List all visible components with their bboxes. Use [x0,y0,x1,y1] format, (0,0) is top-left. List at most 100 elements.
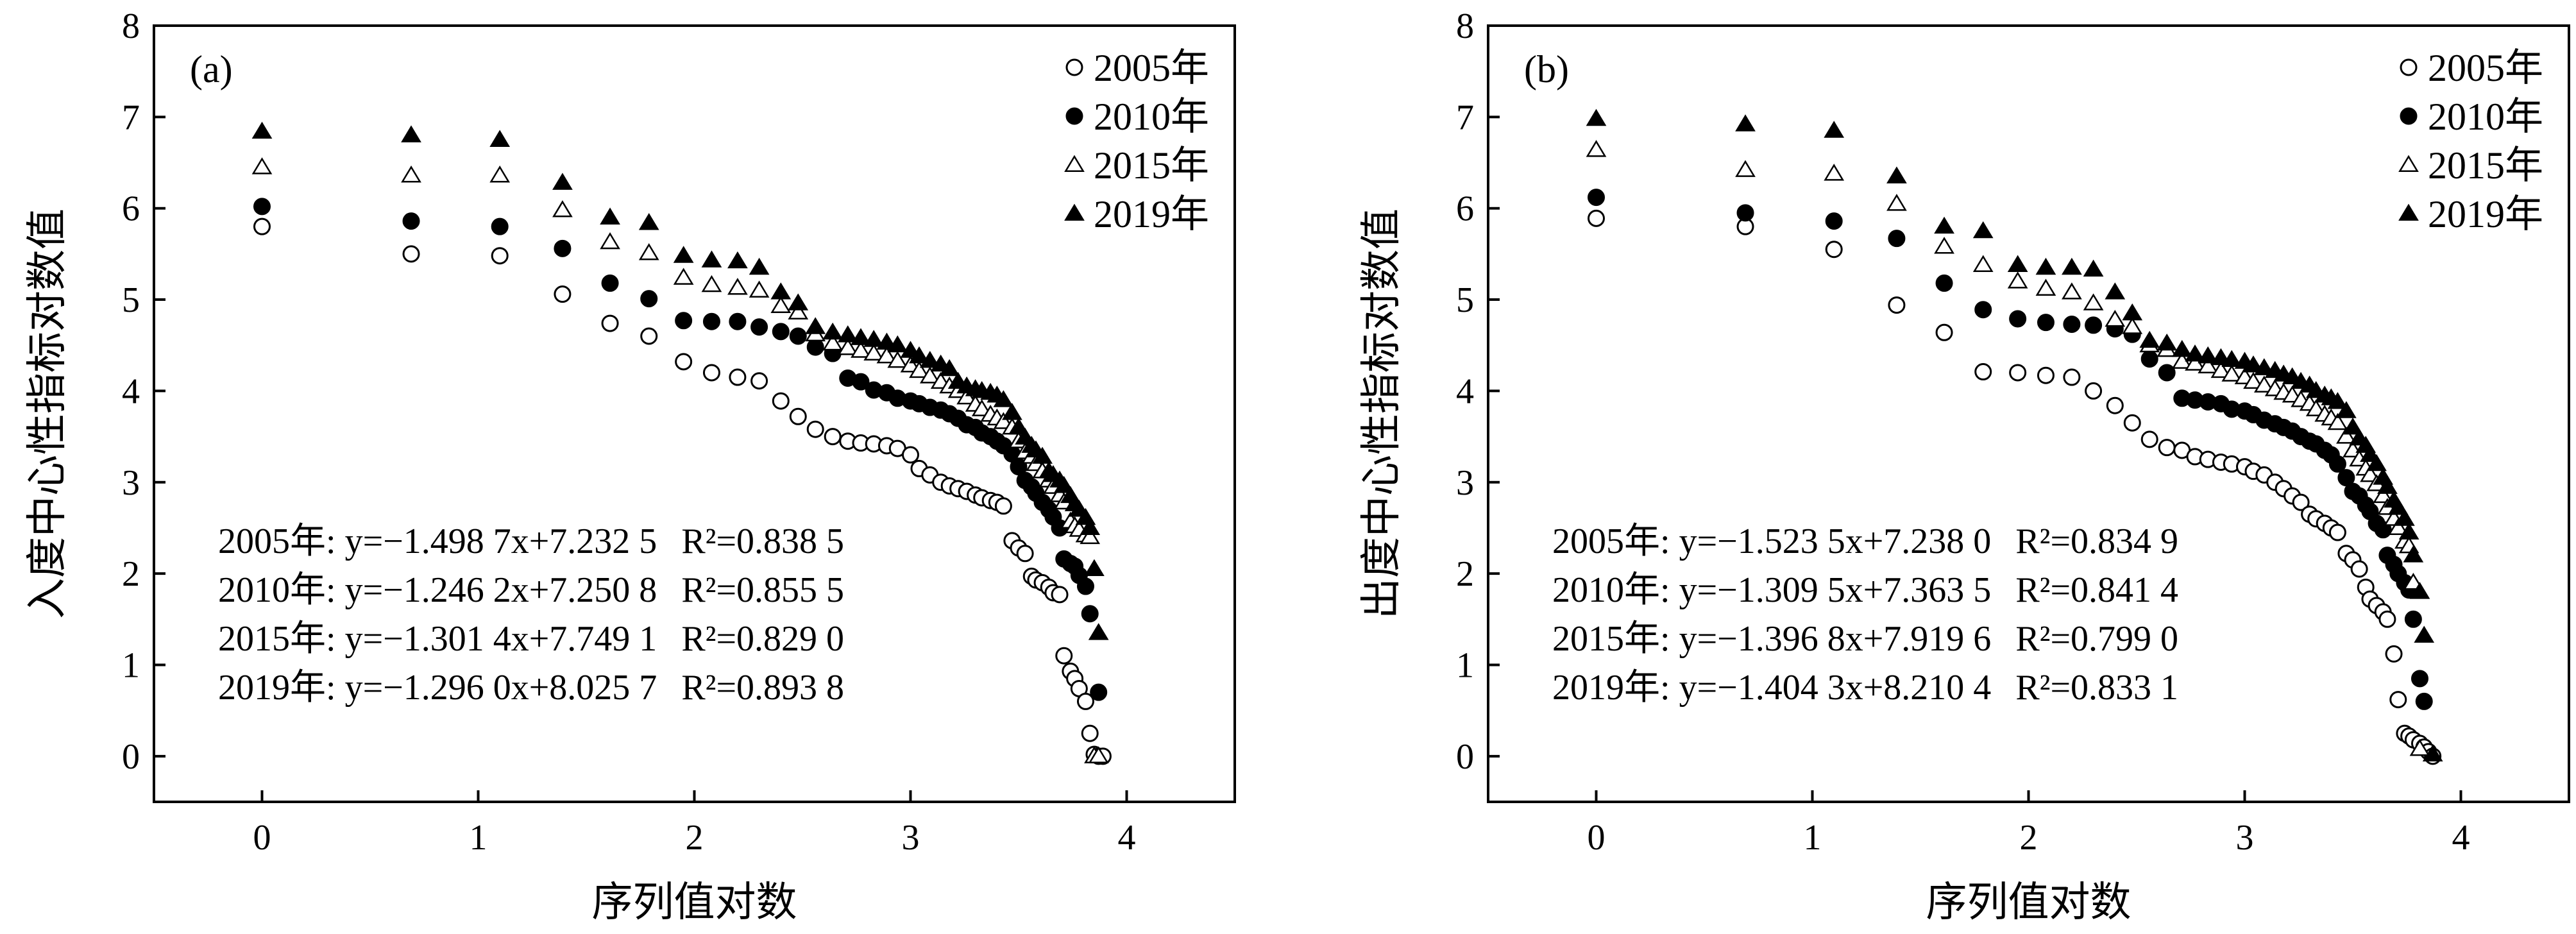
data-point [253,159,271,174]
data-point [1976,364,1991,380]
x-tick-label: 1 [1804,818,1822,858]
equation-block: 2005年: y=−1.523 5x+7.238 0 R²=0.834 9 2010… [1552,522,2178,708]
data-point [703,276,720,291]
data-point [2141,332,2158,347]
data-point [676,313,691,328]
data-point [601,234,618,248]
data-point [2009,257,2026,271]
y-tick-label: 0 [1456,737,1474,777]
data-point [1826,166,1843,180]
legend-marker [2400,205,2417,220]
equation-r2: R²=0.893 8 [681,668,844,708]
data-point [772,298,790,312]
equation-line: 2019年: y=−1.404 3x+8.210 4R²=0.833 1 [1552,668,2178,708]
data-point [1738,205,1753,221]
equation-year: 2010年: [1552,570,1679,610]
data-point [2038,315,2053,330]
equation-year: 2005年: [218,522,345,561]
data-point [1974,257,1992,271]
data-point [1588,110,1605,125]
data-point [1888,168,1905,183]
series-2015年 [1588,142,2428,756]
data-point [1736,116,1754,131]
equation-r2: R²=0.834 9 [2015,522,2178,561]
data-point [492,219,507,234]
data-point [2086,383,2101,398]
y-tick-label: 3 [122,463,140,503]
x-axis-title: 序列值对数 [1926,879,2131,925]
y-tick-label: 1 [122,645,140,685]
equation-line: 2015年: y=−1.301 4x+7.749 1R²=0.829 0 [218,619,844,659]
data-point [2330,456,2345,471]
data-point [255,219,270,234]
data-point [1091,684,1106,700]
x-tick-label: 4 [1118,818,1136,858]
data-point [2037,280,2055,295]
data-point [1082,606,1097,622]
equation-r2: R²=0.799 0 [2015,619,2178,659]
legend-label: 2015年 [2428,144,2543,187]
data-point [2009,273,2026,288]
x-tick-label: 3 [902,818,920,858]
data-point [1889,298,1904,313]
data-point [1935,238,1953,253]
legend-label: 2019年 [2428,193,2543,235]
data-point [825,429,840,445]
x-axis-title: 序列值对数 [592,879,797,925]
panel-label: (a) [190,48,233,90]
data-point [1936,325,1952,340]
y-tick-label: 0 [122,737,140,777]
data-point [602,275,618,291]
legend-marker [2401,108,2416,124]
x-tick-label: 0 [253,818,271,858]
equation-year: 2005年: [1552,522,1679,561]
x-tick-label: 4 [2452,818,2470,858]
data-point [491,167,509,182]
y-tick-label: 7 [122,98,140,137]
data-point [750,282,768,297]
data-point [772,284,790,299]
equation-formula: y=−1.523 5x+7.238 0 [1679,522,1992,561]
x-tick-label: 1 [470,818,487,858]
legend: 2005年2010年2015年2019年 [1065,47,1209,235]
y-tick-label: 2 [122,554,140,594]
y-tick-label: 2 [1456,554,1474,594]
data-point [2106,284,2124,299]
data-point [752,373,767,389]
equation-year: 2015年: [218,619,345,659]
equation-block: 2005年: y=−1.498 7x+7.232 5R²=0.838 52010… [218,522,844,708]
equation-line: 2010年: y=−1.246 2x+7.250 8R²=0.855 5 [218,570,844,610]
equation-formula: y=−1.309 5x+7.363 5 [1679,570,1992,610]
data-point [1826,242,1842,257]
data-point [2124,319,2141,334]
data-point [790,295,807,310]
data-point [2064,316,2080,332]
legend-label: 2005年 [1094,47,1209,89]
data-point [2386,646,2402,661]
data-point [730,369,745,385]
data-point [2037,259,2055,274]
data-point [729,253,746,267]
data-point [2142,432,2157,447]
data-point [602,316,618,331]
legend-marker [1065,157,1083,171]
legend-label: 2015年 [1094,144,1209,187]
data-point [555,287,570,302]
data-point [1976,302,1991,318]
equation-formula: y=−1.301 4x+7.749 1 [345,619,657,659]
equation-r2: R²=0.841 4 [2015,570,2178,610]
data-point [601,209,618,224]
data-point [1936,275,1952,291]
data-point [1889,231,1904,246]
equation-year: 2019年: [1552,668,1679,708]
data-point [403,246,419,262]
equation-line: 2019年: y=−1.296 0x+8.025 7R²=0.893 8 [218,668,844,708]
data-point [704,365,719,380]
data-point [790,409,806,424]
data-point [555,241,570,256]
equation-year: 2019年: [218,668,345,708]
y-tick-label: 5 [1456,280,1474,320]
equation-line: 2015年: y=−1.396 8x+7.919 6R²=0.799 0 [1552,619,2178,659]
data-point [1588,142,1605,157]
data-point [2159,365,2174,380]
